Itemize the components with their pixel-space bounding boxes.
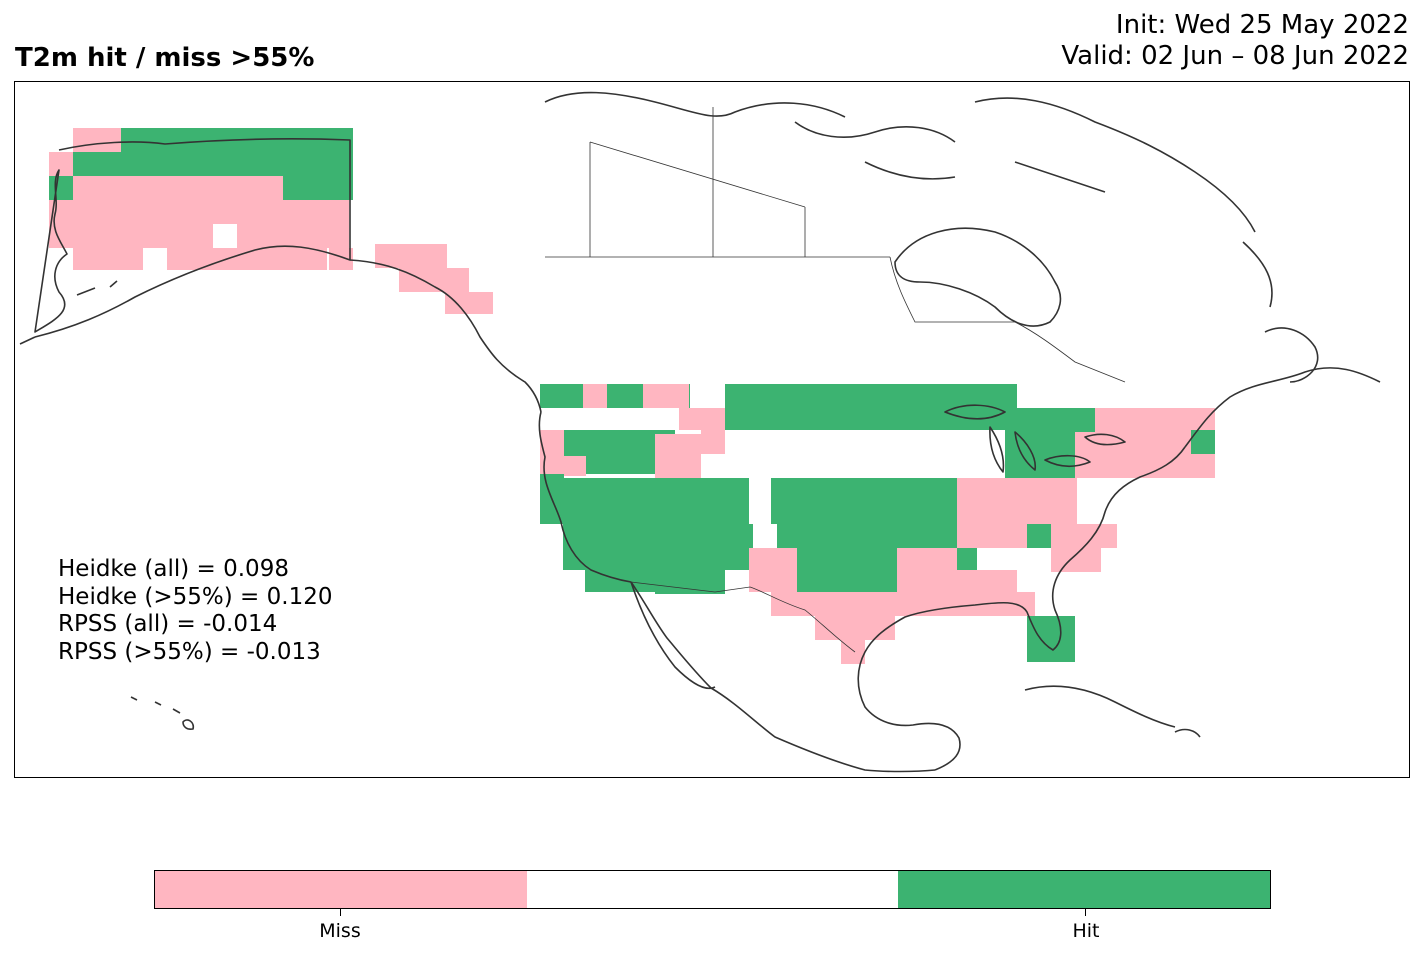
grid-cell-hit [771,478,981,524]
colorbar-label-miss: Miss [319,920,361,942]
grid-cell-miss [73,248,143,270]
grid-cell-miss [655,434,701,478]
grid-cell-miss [564,456,586,476]
panhandle-coast [349,259,542,413]
cuba [1024,685,1176,728]
hit-miss-grid [49,128,1215,664]
grid-cell-hit [73,152,353,176]
grid-cell-miss [445,292,493,314]
grid-cell-hit [1027,640,1075,662]
grid-cell-miss [679,408,725,430]
baja-coast [630,581,716,689]
grid-cell-neutral [753,524,777,548]
colorbar-hit-segment [898,871,1271,908]
grid-cell-hit [540,478,750,524]
alaska-coast [34,137,351,338]
grid-cell-miss [815,616,895,640]
grid-cell-miss [73,128,121,152]
skill-scores: Heidke (all) = 0.098 Heidke (>55%) = 0.1… [58,556,332,666]
grid-cell-hit [49,176,73,200]
grid-cell-hit [283,176,353,200]
date-info: Init: Wed 25 May 2022 Valid: 02 Jun – 08… [1061,10,1409,72]
grid-cell-neutral [213,224,237,248]
valid-range: Valid: 02 Jun – 08 Jun 2022 [1061,41,1409,71]
grid-cell-miss [49,152,73,176]
grid-cell-hit [655,570,725,594]
grid-cell-miss [329,248,353,270]
grid-cell-miss [583,384,607,408]
us-mexico-border [630,581,856,653]
map-panel [14,81,1410,778]
colorbar-tick-miss [340,909,341,916]
grid-cell-miss [749,548,797,592]
grid-cell-miss [73,176,283,200]
grid-cell-hit [1005,408,1105,432]
canada-provinces [589,107,806,257]
hudson-bay [894,227,1062,327]
colorbar-label-hit: Hit [1072,920,1100,942]
us-west-coast [538,411,632,583]
atlantic-coast [1184,241,1381,448]
map-canvas [19,91,1381,773]
grid-cell-miss [167,248,327,270]
heidke-55: Heidke (>55%) = 0.120 [58,583,333,610]
colorbar-miss-segment [155,871,527,908]
political-borders [545,107,1126,653]
mexico-west-coast [630,581,936,773]
grid-cell-miss [643,384,689,408]
grid-cell-miss [957,478,1077,524]
grid-cell-hit [981,384,1017,408]
heidke-all: Heidke (all) = 0.098 [58,556,289,582]
arctic-islands [544,91,1256,233]
colorbar-tick-hit [1085,909,1086,916]
aleutian-coast [19,280,118,345]
rpss-all: RPSS (all) = -0.014 [58,611,278,637]
init-date: Init: Wed 25 May 2022 [1115,10,1409,40]
map-title: T2m hit / miss >55% [15,43,315,73]
grid-cell-hit [1027,616,1075,640]
rpss-55: RPSS (>55%) = -0.013 [58,638,321,665]
grid-cell-miss [701,430,725,454]
great-lakes [944,404,1126,473]
grid-cell-miss [399,268,469,292]
grid-cell-neutral [749,478,771,524]
grid-cell-miss [957,570,1017,592]
grid-cell-hit [797,548,897,592]
colorbar-neutral-segment [526,871,899,908]
grid-cell-neutral [725,430,749,476]
canada-us-border [545,256,1126,383]
colorbar [154,870,1271,909]
grid-cell-miss [1095,408,1215,432]
grid-cell-miss [375,244,447,268]
hispaniola [1174,728,1201,738]
grid-cell-miss [897,548,957,592]
grid-cell-miss [1051,548,1101,572]
hawaii [130,696,195,730]
grid-cell-hit [1027,524,1051,548]
gulf-coast [857,446,1186,771]
grid-cell-miss [49,200,349,248]
coastlines [19,91,1381,773]
